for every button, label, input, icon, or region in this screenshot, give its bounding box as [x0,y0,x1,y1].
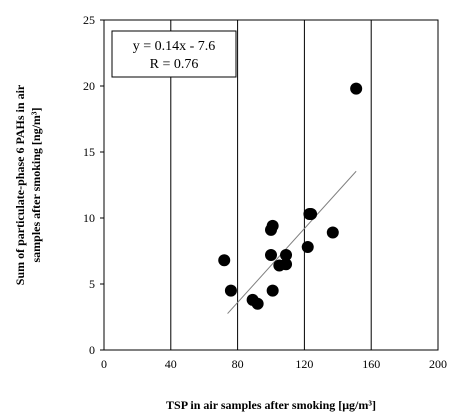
y-axis-tick-labels: 0 5 10 15 20 25 [83,13,95,357]
y-axis-ticks [100,19,104,351]
data-point [326,226,339,239]
data-point [218,254,231,267]
data-point [280,258,293,271]
x-tick-label: 0 [101,357,107,371]
data-point [224,284,237,297]
data-point [251,297,264,310]
x-tick-label: 40 [165,357,177,371]
x-axis-label: TSP in air samples after smoking [μg/m³] [166,398,376,412]
y-tick-label: 0 [89,343,95,357]
equation-box [111,30,237,78]
r-value-text: R = 0.76 [150,57,199,72]
y-tick-label: 25 [83,13,95,27]
data-point [301,241,314,254]
y-tick-label: 10 [83,211,95,225]
x-axis-tick-labels: 0 40 80 120 160 200 [101,357,447,371]
data-points [218,82,363,310]
vertical-gridlines [170,20,372,350]
x-tick-label: 80 [232,357,244,371]
data-point [265,248,277,261]
trendline [227,170,357,314]
data-point [266,284,279,297]
y-axis-label-line1: Sum of particulate-phase 6 PAHs in air [13,84,27,285]
y-tick-label: 5 [89,277,95,291]
plot-frame [103,19,439,351]
x-tick-label: 200 [429,357,447,371]
x-tick-label: 160 [362,357,380,371]
data-point [266,219,279,232]
data-point [305,208,318,221]
data-point [350,82,363,95]
data-point [280,248,293,261]
equation-text: y = 0.14x - 7.6 [133,39,216,54]
y-tick-label: 20 [83,79,95,93]
x-tick-label: 120 [295,357,313,371]
y-axis-label-line2: samples after smoking [ng/m³] [29,107,43,262]
y-tick-label: 15 [83,145,95,159]
